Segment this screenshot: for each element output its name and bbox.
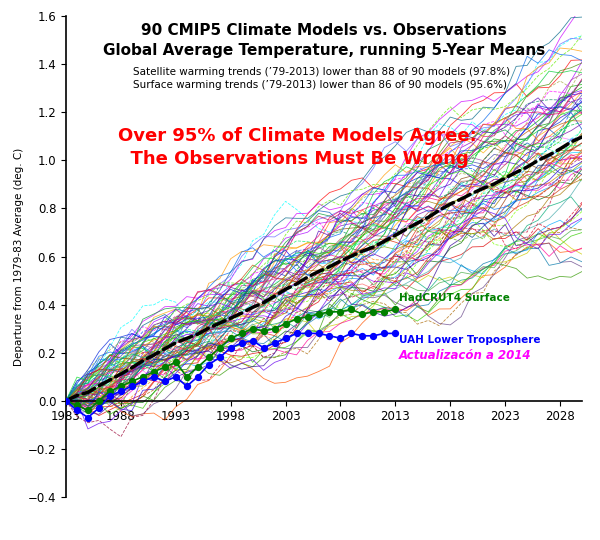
Point <box>105 392 115 400</box>
Y-axis label: Departure from 1979-83 Average (deg. C): Departure from 1979-83 Average (deg. C) <box>14 147 23 366</box>
Point <box>325 332 334 340</box>
Point <box>215 353 224 362</box>
Point <box>303 329 313 338</box>
Text: Actualizacón a 2014: Actualizacón a 2014 <box>398 349 531 362</box>
Point <box>226 343 235 352</box>
Point <box>358 332 367 340</box>
Point <box>237 339 247 347</box>
Point <box>325 307 334 316</box>
Point <box>248 336 257 345</box>
Point <box>270 324 280 333</box>
Point <box>259 343 268 352</box>
Point <box>391 329 400 338</box>
Point <box>72 406 82 415</box>
Point <box>116 382 125 390</box>
Point <box>259 327 268 335</box>
Point <box>149 373 158 381</box>
Point <box>281 320 290 328</box>
Point <box>335 307 345 316</box>
Text: 90 CMIP5 Climate Models vs. Observations
Global Average Temperature, running 5-Y: 90 CMIP5 Climate Models vs. Observations… <box>103 23 545 58</box>
Point <box>182 373 191 381</box>
Point <box>314 310 323 319</box>
Point <box>94 403 104 412</box>
Point <box>193 373 203 381</box>
Point <box>127 377 137 386</box>
Point <box>138 377 148 386</box>
Point <box>204 353 214 362</box>
Point <box>335 334 345 342</box>
Point <box>138 373 148 381</box>
Text: UAH Lower Troposphere: UAH Lower Troposphere <box>398 335 540 345</box>
Point <box>281 334 290 342</box>
Point <box>292 329 301 338</box>
Point <box>149 368 158 376</box>
Point <box>368 307 378 316</box>
Point <box>347 329 356 338</box>
Point <box>116 387 125 395</box>
Point <box>61 396 71 405</box>
Point <box>94 396 104 405</box>
Point <box>171 373 181 381</box>
Point <box>380 307 389 316</box>
Point <box>368 332 378 340</box>
Point <box>61 396 71 405</box>
Point <box>391 305 400 314</box>
Point <box>127 382 137 390</box>
Point <box>292 315 301 323</box>
Point <box>160 377 170 386</box>
Point <box>160 363 170 372</box>
Point <box>171 358 181 367</box>
Point <box>226 334 235 342</box>
Point <box>237 329 247 338</box>
Point <box>182 382 191 390</box>
Point <box>204 360 214 369</box>
Point <box>270 339 280 347</box>
Point <box>215 343 224 352</box>
Point <box>248 324 257 333</box>
Point <box>72 401 82 410</box>
Point <box>83 406 93 415</box>
Point <box>83 413 93 422</box>
Text: Satellite warming trends (’79-2013) lower than 88 of 90 models (97.8%)
Surface w: Satellite warming trends (’79-2013) lowe… <box>133 66 510 90</box>
Point <box>358 310 367 319</box>
Text: Over 95% of Climate Models Agree:
  The Observations Must Be Wrong: Over 95% of Climate Models Agree: The Ob… <box>118 127 476 167</box>
Point <box>303 312 313 321</box>
Point <box>380 329 389 338</box>
Point <box>193 363 203 372</box>
Point <box>314 329 323 338</box>
Text: HadCRUT4 Surface: HadCRUT4 Surface <box>398 293 509 303</box>
Point <box>105 387 115 395</box>
Point <box>347 305 356 314</box>
